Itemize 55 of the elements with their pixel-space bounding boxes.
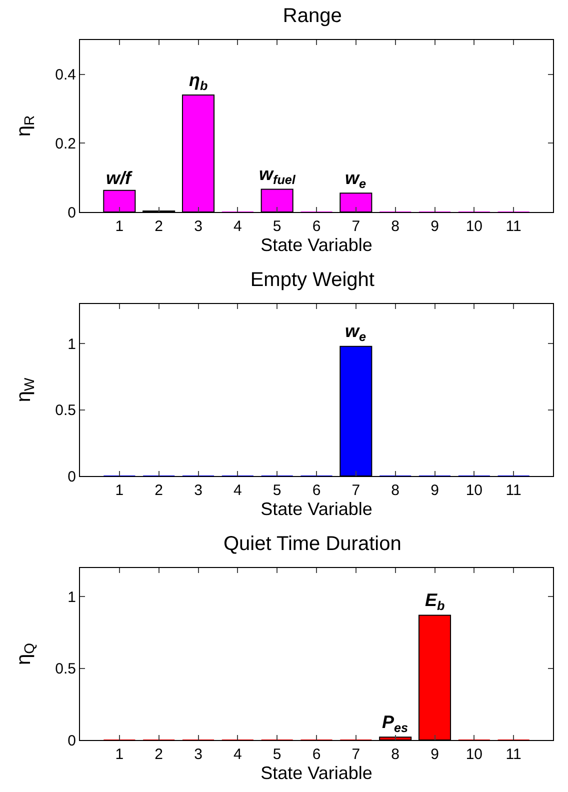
x-tick-label: 8	[391, 218, 400, 235]
x-tick-label: 3	[194, 746, 202, 763]
x-tick-label: 5	[272, 482, 282, 499]
x-axis-title: State Variable	[260, 235, 372, 256]
x-tick-label: 7	[352, 218, 360, 235]
x-axis-title: State Variable	[260, 763, 372, 784]
chart-title: Empty Weight	[250, 268, 375, 291]
x-tick-label: 11	[506, 218, 522, 235]
annotation: P$_{es}$	[382, 712, 408, 735]
x-tick-label: 7	[352, 746, 360, 763]
annotation: w$_{e}$	[345, 168, 366, 191]
y-tick-label: 0.4	[55, 66, 76, 84]
x-tick-label: 8	[391, 482, 400, 499]
x-tick-label: 11	[506, 482, 522, 499]
y-tick-label: 0.5	[55, 660, 76, 678]
chart-title: Quiet Time Duration	[223, 532, 402, 555]
annotation: η$_{b}$	[189, 70, 208, 93]
x-tick-label: 11	[506, 746, 522, 763]
x-axis-title: State Variable	[260, 499, 372, 520]
x-tick-label: 4	[234, 482, 242, 499]
x-tick-label: 4	[234, 746, 242, 763]
x-tick-label: 1	[115, 746, 124, 763]
x-tick-label: 7	[352, 482, 360, 499]
x-tick-label: 10	[466, 218, 483, 235]
x-tick-label: 1	[115, 218, 124, 235]
x-tick-label: 6	[312, 482, 321, 499]
y-tick-label: 0.2	[55, 135, 76, 152]
x-tick-label: 9	[430, 746, 439, 763]
annotation: w$_{e}$	[345, 321, 366, 344]
chart-title: Range	[282, 4, 342, 27]
x-tick-label: 2	[154, 746, 163, 763]
y-tick-label: 0	[68, 732, 76, 750]
y-tick-label: 0.5	[55, 402, 76, 420]
y-tick-label: 1	[68, 588, 76, 606]
x-tick-label: 5	[272, 218, 282, 235]
x-tick-label: 6	[312, 746, 321, 763]
x-tick-label: 5	[272, 746, 282, 763]
y-tick-label: 1	[68, 336, 76, 353]
x-tick-label: 2	[154, 218, 163, 235]
x-tick-label: 3	[194, 218, 202, 235]
x-tick-label: 10	[466, 482, 483, 499]
x-tick-label: 9	[430, 482, 439, 499]
annotation: w$_{fuel}$	[259, 164, 296, 187]
x-tick-label: 3	[194, 482, 202, 499]
x-tick-label: 6	[312, 218, 321, 235]
y-tick-label: 0	[68, 468, 76, 486]
x-tick-label: 10	[466, 746, 483, 763]
y-tick-label: 0	[68, 204, 76, 222]
x-tick-label: 1	[115, 482, 124, 499]
annotation: w/f	[106, 168, 133, 188]
x-tick-label: 4	[234, 218, 242, 235]
x-tick-label: 9	[430, 218, 439, 235]
x-tick-label: 8	[391, 746, 400, 763]
annotation: E$_{b}$	[425, 590, 446, 613]
x-tick-label: 2	[154, 482, 163, 499]
